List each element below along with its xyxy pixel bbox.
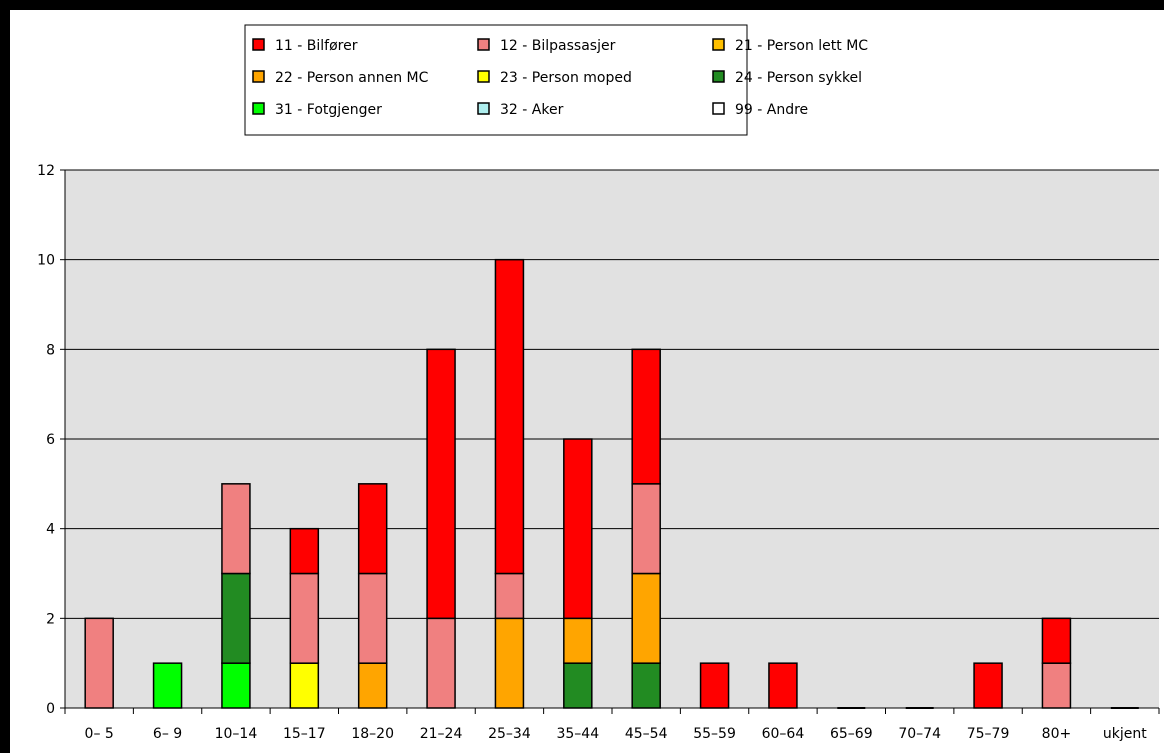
x-tick-label: 25–34 (488, 726, 531, 742)
legend-swatch (477, 38, 490, 51)
x-tick-label: ukjent (1103, 726, 1147, 742)
x-tick-label: 21–24 (420, 726, 463, 742)
stacked-bar-chart: 11 - Bilfører 12 - Bilpassasjer 21 - Perso… (37, 24, 1160, 742)
legend-swatch (712, 70, 725, 83)
bar-segment (221, 572, 251, 664)
x-tick-label: 60–64 (762, 726, 805, 742)
bar-segment (289, 572, 320, 664)
bar-segment (221, 483, 251, 575)
legend-swatch (252, 38, 265, 51)
bar-segment (289, 662, 320, 709)
x-tick-label: 0– 5 (85, 726, 114, 742)
x-tick-label: 80+ (1042, 726, 1072, 742)
bar-segment (768, 662, 798, 709)
bar-segment (563, 662, 593, 709)
bar-segment (221, 662, 251, 709)
bar-segment (631, 348, 661, 485)
x-tick-label: 6– 9 (153, 726, 182, 742)
bar-segment (494, 617, 525, 709)
legend-label: 99 - Andre (735, 102, 808, 118)
y-tick-label: 6 (46, 432, 55, 448)
bar-segment (631, 662, 661, 709)
bar-segment (152, 662, 183, 709)
bar-segment (84, 617, 114, 709)
x-tick-label: 18–20 (351, 726, 394, 742)
chart-frame: 11 - Bilfører 12 - Bilpassasjer 21 - Perso… (10, 10, 1164, 753)
bar-segment (426, 348, 456, 620)
bar-segment (1041, 617, 1072, 664)
bar-segment (1041, 662, 1072, 709)
bar-segment (699, 662, 730, 709)
x-tick-label: 45–54 (625, 726, 668, 742)
y-tick-label: 12 (37, 163, 55, 179)
legend: 11 - Bilfører 12 - Bilpassasjer 21 - Perso… (244, 24, 868, 136)
legend-swatch (712, 102, 725, 115)
legend-swatch (252, 102, 265, 115)
y-tick-label: 0 (46, 701, 55, 717)
x-tick-label: 70–74 (898, 726, 941, 742)
legend-label: 23 - Person moped (500, 70, 632, 86)
legend-swatch (477, 70, 490, 83)
legend-swatch (712, 38, 725, 51)
y-tick-label: 10 (37, 253, 55, 269)
legend-label: 22 - Person annen MC (275, 70, 429, 86)
plot-area: 0 2 4 6 8 10 12 0– 5 6– 9 10–14 15–17 18–20 21–24 25–… (37, 163, 1160, 742)
legend-label: 21 - Person lett MC (735, 38, 868, 54)
bar-segment (289, 527, 320, 575)
bar-segment (563, 438, 593, 620)
bar-segment (973, 662, 1003, 709)
y-tick-label: 4 (46, 522, 55, 538)
y-tick-label: 2 (46, 611, 55, 627)
bar-segment (357, 572, 388, 664)
bar-segment (631, 483, 661, 575)
y-tick-label: 8 (46, 342, 55, 358)
legend-swatch (252, 70, 265, 83)
legend-label: 11 - Bilfører (275, 38, 358, 54)
x-tick-label: 10–14 (215, 726, 258, 742)
legend-swatch (477, 102, 490, 115)
x-tick-label: 15–17 (283, 726, 326, 742)
legend-label: 12 - Bilpassasjer (500, 38, 616, 54)
x-tick-label: 75–79 (967, 726, 1010, 742)
bar-segment (494, 258, 525, 575)
bar-segment (494, 572, 525, 620)
x-tick-label: 65–69 (830, 726, 873, 742)
legend-label: 24 - Person sykkel (735, 70, 862, 86)
bar-segment (563, 617, 593, 664)
bar-segment (357, 483, 388, 575)
x-tick-label: 55–59 (693, 726, 736, 742)
legend-box (244, 24, 748, 136)
legend-label: 31 - Fotgjenger (275, 102, 382, 118)
bar-segment (426, 617, 456, 709)
bar-segment (631, 572, 661, 664)
bar-segment (357, 662, 388, 709)
x-tick-label: 35–44 (556, 726, 599, 742)
legend-label: 32 - Aker (500, 102, 564, 118)
